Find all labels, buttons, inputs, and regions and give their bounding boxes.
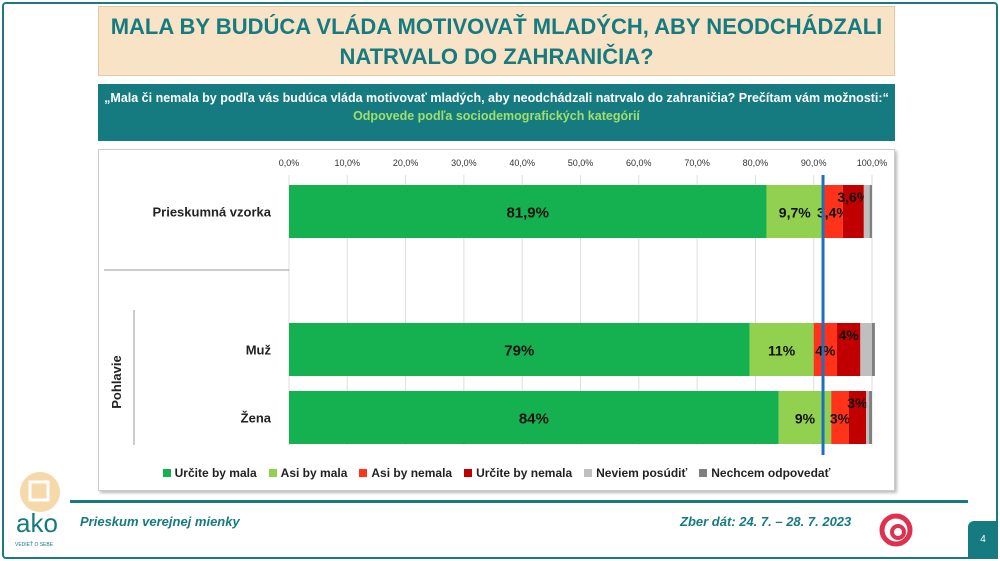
tick-label: 100,0% xyxy=(857,158,888,168)
legend-swatch xyxy=(584,469,593,477)
tick-label: 60,0% xyxy=(626,158,652,168)
footer-left: Prieskum verejnej mienky xyxy=(80,514,240,529)
data-label: 4% xyxy=(815,343,836,359)
legend-swatch xyxy=(162,469,171,477)
tick-label: 20,0% xyxy=(393,158,419,168)
data-label: 81,9% xyxy=(506,205,549,222)
data-label: 79% xyxy=(504,343,534,360)
data-label: 9% xyxy=(795,411,816,427)
bar-segment xyxy=(842,185,864,238)
page-title: MALA BY BUDÚCA VLÁDA MOTIVOVAŤ MLADÝCH, … xyxy=(98,6,895,76)
bar-segment xyxy=(837,323,861,376)
tick-label: 10,0% xyxy=(335,158,361,168)
legend-item: Asi by nemala xyxy=(359,466,452,480)
data-label: 11% xyxy=(768,343,796,359)
tick-label: 70,0% xyxy=(684,158,710,168)
svg-text:VEDIEŤ O SEBE: VEDIEŤ O SEBE xyxy=(15,540,54,548)
data-label: 84% xyxy=(519,411,549,428)
legend-item: Určite by mala xyxy=(162,466,257,480)
bar-segment xyxy=(831,391,849,444)
legend: Určite by mala Asi by mala Asi by nemala Ur… xyxy=(99,466,894,480)
data-label: 3,4% xyxy=(817,205,849,221)
bar-segment xyxy=(860,323,872,376)
tick-label: 40,0% xyxy=(509,158,535,168)
bar-segment xyxy=(869,391,872,444)
question-text: „Mala či nemala by podľa vás budúca vlád… xyxy=(104,91,889,105)
legend-item: Neviem posúdiť xyxy=(584,466,687,480)
bar-segment xyxy=(823,185,843,238)
svg-text:ako: ako xyxy=(16,508,58,538)
legend-swatch xyxy=(699,469,708,477)
question-box: „Mala či nemala by podľa vás budúca vlád… xyxy=(98,84,895,141)
tick-label: 30,0% xyxy=(451,158,477,168)
stacked-bar-chart: 0,0% 10,0% 20,0% 30,0% 40,0% 50,0% 60,0% 70,0% 8… xyxy=(104,158,888,455)
bar-segment xyxy=(289,323,750,376)
data-label: 3% xyxy=(830,411,851,427)
tick-label: 50,0% xyxy=(568,158,594,168)
legend-label: Asi by nemala xyxy=(371,466,453,480)
legend-label: Určite by nemala xyxy=(476,466,573,480)
bar-segment xyxy=(289,391,779,444)
legend-item: Asi by mala xyxy=(268,466,348,480)
data-label: 3% xyxy=(847,395,868,411)
data-label: 9,7% xyxy=(779,205,811,221)
legend-item: Určite by nemala xyxy=(464,466,572,480)
category-label: Muž xyxy=(246,343,272,358)
legend-swatch xyxy=(268,469,277,477)
legend-label: Asi by mala xyxy=(280,466,348,480)
legend-swatch xyxy=(359,469,368,477)
tick-label: 0,0% xyxy=(279,158,300,168)
group-label: Pohlavie xyxy=(109,355,124,408)
bar-segment xyxy=(863,185,870,238)
legend-label: Nechcem odpovedať xyxy=(711,466,831,480)
bar-segment xyxy=(848,391,867,444)
category-label: Prieskumná vzorka xyxy=(152,205,271,220)
page-number: 4 xyxy=(968,521,998,559)
bar-segment xyxy=(766,185,824,238)
bar-segment xyxy=(872,323,875,376)
legend-item: Nechcem odpovedať xyxy=(699,466,830,480)
tick-label: 90,0% xyxy=(801,158,827,168)
bar-segment xyxy=(869,185,872,238)
subtitle: Odpovede podľa sociodemografických kateg… xyxy=(353,109,640,123)
bar-segment xyxy=(813,323,838,376)
bar-segment xyxy=(749,323,814,376)
footer-date: Zber dát: 24. 7. – 28. 7. 2023 xyxy=(680,514,852,529)
legend-label: Neviem posúdiť xyxy=(596,466,688,480)
bar-segment xyxy=(289,185,767,238)
chart-panel: 0,0% 10,0% 20,0% 30,0% 40,0% 50,0% 60,0% 70,0% 8… xyxy=(98,149,895,491)
partner-logo xyxy=(879,513,913,547)
data-label: 4% xyxy=(839,327,860,343)
data-label: 3,6% xyxy=(837,189,869,205)
category-label: Žena xyxy=(241,411,272,426)
legend-swatch xyxy=(464,469,473,477)
tick-label: 80,0% xyxy=(743,158,769,168)
bar-segment xyxy=(866,391,870,444)
legend-label: Určite by mala xyxy=(174,466,257,480)
ako-logo: ako VEDIEŤ O SEBE xyxy=(15,472,60,548)
footer-divider xyxy=(70,500,968,503)
